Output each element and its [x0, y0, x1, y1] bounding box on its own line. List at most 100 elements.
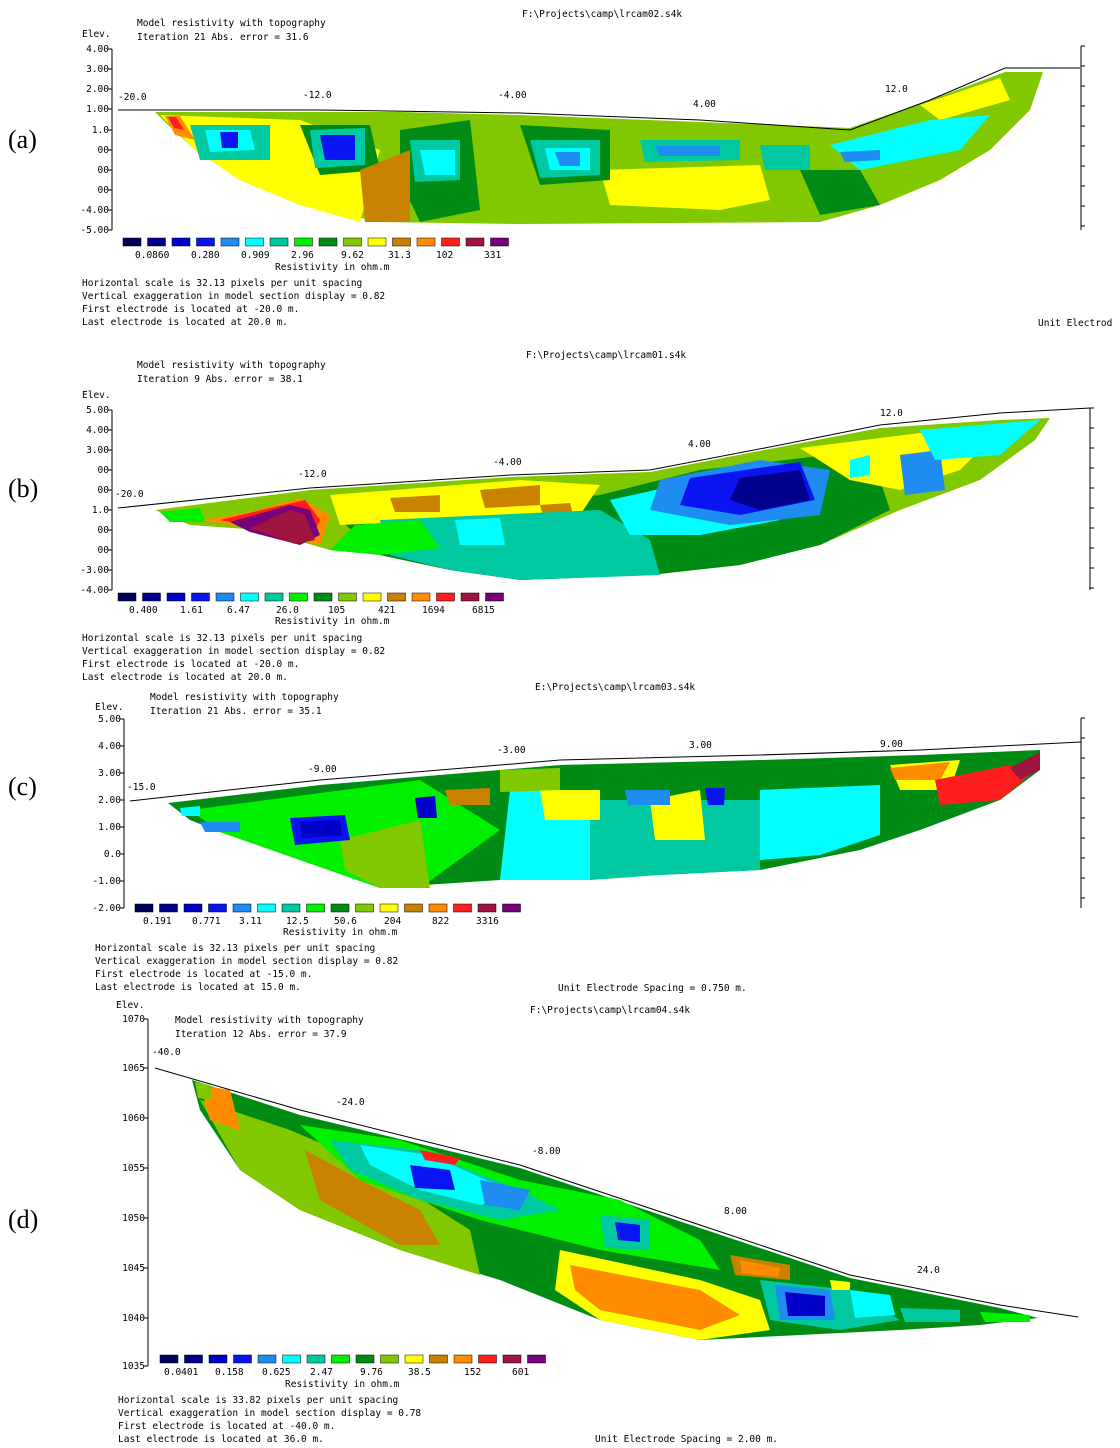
legend-swatch — [343, 237, 362, 247]
legend-swatch — [306, 903, 325, 913]
resistivity-zone — [980, 1312, 1030, 1322]
legend-swatch — [338, 592, 357, 602]
resistivity-zone — [555, 152, 580, 166]
x-tick-label: 4.00 — [693, 99, 716, 110]
resistivity-zone — [480, 485, 540, 508]
legend-swatch — [220, 237, 240, 247]
y-tick-label: 3.00 — [86, 445, 109, 456]
resistivity-zone — [935, 765, 1030, 805]
model-title: Model resistivity with topography — [150, 692, 339, 703]
resistivity-section — [155, 418, 1050, 580]
legend-swatch — [478, 1354, 497, 1364]
y-tick-label: 00 — [98, 145, 110, 156]
legend-swatch — [428, 903, 448, 913]
resistivity-zone — [410, 1165, 455, 1190]
topography-line — [154, 1067, 1079, 1318]
y-tick-label: 00 — [98, 465, 110, 476]
elevation-label: Elev. — [116, 1000, 145, 1011]
file-path: E:\Projects\camp\lrcam03.s4k — [535, 682, 695, 693]
resistivity-zone — [480, 1180, 530, 1210]
legend-swatch — [355, 1354, 375, 1364]
y-tick-label: 1060 — [122, 1113, 145, 1124]
x-tick-label: 12.0 — [885, 84, 908, 95]
legend-swatch — [527, 1354, 546, 1364]
file-path: F:\Projects\camp\lrcam04.s4k — [530, 1005, 690, 1016]
resistivity-zone — [445, 788, 490, 805]
legend-value: 152 — [464, 1367, 481, 1378]
x-tick-label: 9.00 — [880, 739, 903, 750]
y-tick-label: 1.0 — [92, 125, 109, 136]
resistivity-zone — [380, 510, 660, 580]
legend-swatch — [294, 237, 313, 247]
y-tick-label: 00 — [98, 485, 110, 496]
resistivity-zone — [180, 806, 200, 816]
info-line: First electrode is located at -40.0 m. — [118, 1421, 335, 1432]
y-tick-label: 1.0 — [92, 505, 109, 516]
info-line: First electrode is located at -15.0 m. — [95, 969, 312, 980]
legend-swatch — [159, 1354, 179, 1364]
y-tick-label: -5.00 — [80, 225, 109, 236]
y-tick-label: 4.00 — [86, 44, 109, 55]
resistivity-zone — [340, 820, 430, 888]
legend-value: 6.47 — [227, 605, 250, 616]
resistivity-zone — [850, 1290, 895, 1318]
x-tick-label: -20.0 — [118, 92, 147, 103]
y-tick-label: 3.00 — [86, 64, 109, 75]
legend-swatch — [208, 903, 227, 913]
x-tick-label: -12.0 — [298, 469, 327, 480]
legend-swatch — [411, 592, 431, 602]
legend-value: 1.61 — [180, 605, 203, 616]
legend-value: 0.280 — [191, 250, 220, 261]
resistivity-zone — [250, 510, 315, 544]
resistivity-zone — [655, 146, 720, 156]
x-tick-label: -4.00 — [498, 90, 527, 101]
legend-swatch — [264, 592, 284, 602]
legend-swatch — [215, 592, 235, 602]
resistivity-zone — [600, 165, 770, 210]
legend-swatch — [313, 592, 333, 602]
resistivity-zone — [390, 495, 440, 512]
legend-swatch — [240, 592, 259, 602]
legend-value: 0.0860 — [135, 250, 170, 261]
legend-value: 3316 — [476, 916, 499, 927]
legend-swatch — [379, 903, 399, 913]
y-tick-label: 00 — [98, 185, 110, 196]
legend-value: 0.191 — [143, 916, 172, 927]
panel-d: 1070 1065 1060 1055 1050 1045 1040 1035 Elev. -40… — [8, 1000, 1079, 1445]
resistivity-zone — [740, 1260, 780, 1277]
legend-swatch — [159, 903, 178, 913]
resistivity-zone — [420, 150, 455, 175]
y-tick-label: 5.00 — [98, 714, 121, 725]
resistivity-zone — [330, 520, 440, 555]
y-tick-label: 3.00 — [98, 768, 121, 779]
resistivity-zone — [840, 150, 880, 162]
legend-value: 331 — [484, 250, 501, 261]
y-tick-label: 1050 — [122, 1213, 145, 1224]
resistivity-zone — [730, 470, 810, 510]
legend-swatch — [289, 592, 308, 602]
y-tick-label: 1065 — [122, 1063, 145, 1074]
legend-value: 0.625 — [262, 1367, 291, 1378]
legend-swatch — [485, 592, 504, 602]
legend-value: 1694 — [422, 605, 445, 616]
resistivity-zone — [195, 1082, 212, 1100]
resistivity-zone — [455, 518, 505, 545]
x-tick-label: -24.0 — [336, 1097, 365, 1108]
legend-swatch — [166, 592, 186, 602]
legend-swatch — [416, 237, 436, 247]
info-line: Horizontal scale is 32.13 pixels per uni… — [82, 633, 362, 644]
x-tick-label: -20.0 — [115, 489, 144, 500]
topography-line — [118, 67, 1080, 131]
y-tick-label: -3.00 — [80, 565, 109, 576]
legend-swatch — [387, 592, 406, 602]
y-tick-label: 1045 — [122, 1263, 145, 1274]
legend-swatch — [502, 1354, 522, 1364]
legend-swatch — [184, 1354, 203, 1364]
x-tick-label: 3.00 — [689, 740, 712, 751]
topography-line — [129, 741, 1082, 802]
resistivity-section — [192, 1080, 1038, 1340]
y-tick-label: 1035 — [122, 1361, 145, 1372]
legend-value: 822 — [432, 916, 449, 927]
panel-label: (a) — [8, 125, 37, 154]
legend-swatch — [171, 237, 191, 247]
